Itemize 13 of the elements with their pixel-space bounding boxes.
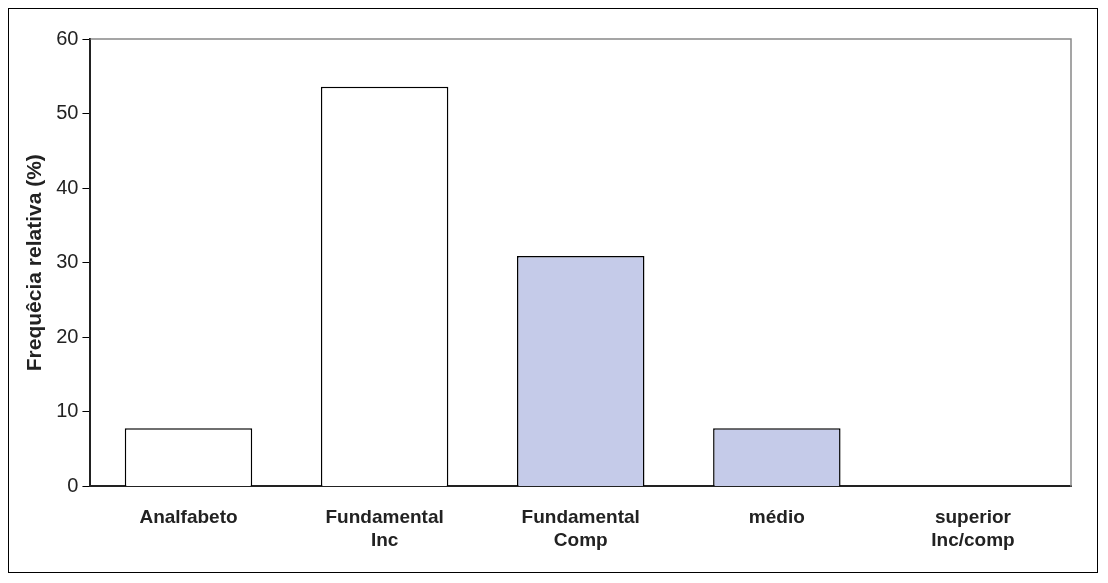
- y-tick-label: 0: [67, 473, 79, 496]
- y-tick-label: 10: [56, 399, 79, 422]
- y-tick-label: 30: [56, 250, 79, 273]
- y-tick-label: 40: [56, 175, 79, 198]
- x-tick-label: Fundamental Inc: [325, 506, 444, 550]
- y-axis-title: Frequêcia relativa (%): [22, 154, 46, 372]
- x-tick-label: Analfabeto: [139, 506, 238, 528]
- y-tick-label: 50: [56, 101, 79, 124]
- x-tick-label: Fundamental Comp: [521, 506, 640, 550]
- y-tick-label: 60: [56, 26, 79, 49]
- x-tick-label: médio: [748, 506, 805, 528]
- x-tick-label: superior Inc/comp: [931, 506, 1015, 550]
- y-tick-label: 20: [56, 324, 79, 347]
